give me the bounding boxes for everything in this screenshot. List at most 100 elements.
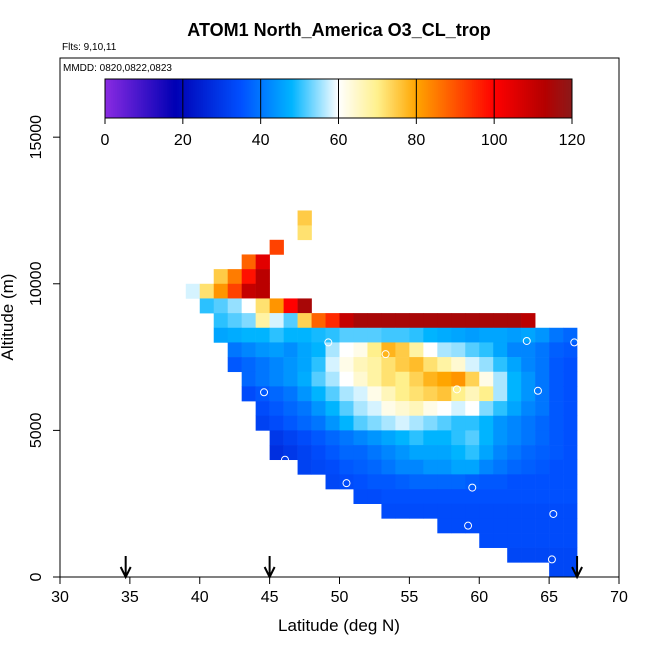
heatmap-cell	[353, 386, 368, 402]
heatmap-cell	[269, 430, 284, 446]
colorbar-swatch	[436, 79, 439, 118]
heatmap-cell	[549, 401, 564, 417]
heatmap-cell	[381, 445, 396, 461]
colorbar-swatch	[150, 79, 154, 118]
colorbar-swatch	[128, 79, 132, 118]
colorbar-swatch	[396, 79, 399, 118]
heatmap-cell	[395, 503, 410, 519]
colorbar-swatch	[214, 79, 218, 118]
colorbar-swatch	[362, 79, 365, 118]
colorbar-swatch	[462, 79, 465, 118]
heatmap-cell	[353, 445, 368, 461]
heatmap-cell	[423, 386, 438, 402]
colorbar-swatch	[174, 79, 178, 118]
colorbar-swatch	[406, 79, 409, 118]
colorbar-swatch	[460, 79, 463, 118]
colorbar-swatch	[130, 79, 134, 118]
colorbar-swatch	[124, 79, 128, 118]
heatmap-cell	[493, 327, 508, 343]
heatmap-cell	[227, 269, 242, 285]
heatmap-cell	[563, 342, 578, 358]
y-axis: 0 5000 10000 15000	[28, 115, 60, 581]
heatmap-cell	[395, 327, 410, 343]
heatmap-cell	[395, 313, 410, 329]
colorbar-swatch	[426, 79, 429, 118]
heatmap-cell	[549, 459, 564, 475]
heatmap-cell	[339, 430, 354, 446]
colorbar-swatch	[504, 79, 507, 118]
heatmap-cell	[255, 298, 270, 314]
colorbar-swatch	[458, 79, 461, 118]
colorbar-swatch	[490, 79, 493, 118]
observation-point	[324, 338, 333, 347]
colorbar-swatch	[454, 79, 457, 118]
heatmap-cell	[283, 386, 298, 402]
heatmap-cell	[423, 371, 438, 387]
heatmap-cell	[451, 357, 466, 373]
heatmap-cell	[353, 327, 368, 343]
heatmap-cell	[423, 327, 438, 343]
heatmap-cell	[535, 415, 550, 431]
x-axis-label: Latitude (deg N)	[278, 616, 400, 635]
colorbar-swatch	[252, 79, 256, 118]
heatmap-cell	[479, 503, 494, 519]
heatmap-cell	[465, 401, 480, 417]
heatmap-cell	[395, 386, 410, 402]
colorbar-swatch	[152, 79, 156, 118]
observation-point	[533, 386, 542, 395]
heatmap-cell	[437, 342, 452, 358]
colorbar-swatch	[512, 79, 515, 118]
heatmap-cell	[465, 445, 480, 461]
heatmap-cell	[227, 313, 242, 329]
colorbar-swatch	[242, 79, 246, 118]
observation-point	[522, 336, 531, 345]
heatmap-cell	[395, 489, 410, 504]
heatmap-cell	[423, 430, 438, 446]
heatmap-cell	[521, 401, 536, 417]
colorbar-swatch	[234, 79, 238, 118]
colorbar-swatch	[546, 79, 549, 118]
heatmap-cell	[535, 401, 550, 417]
heatmap-cell	[311, 386, 326, 402]
colorbar-swatch	[388, 79, 391, 118]
heatmap-cell	[465, 327, 480, 343]
colorbar-swatch	[364, 79, 367, 118]
colorbar-swatch	[312, 79, 315, 118]
colorbar-swatch	[218, 79, 222, 118]
heatmap-cell	[409, 430, 424, 446]
colorbar-swatch	[226, 79, 230, 118]
colorbar-swatch	[516, 79, 519, 118]
heatmap-cell	[353, 430, 368, 446]
colorbar-swatch	[136, 79, 140, 118]
heatmap-cell	[325, 357, 340, 373]
heatmap-cell	[437, 415, 452, 431]
heatmap-cell	[213, 327, 228, 343]
colorbar-swatch	[304, 79, 307, 118]
heatmap-cell	[381, 357, 396, 373]
heatmap-cell	[311, 415, 326, 431]
colorbar-swatch	[224, 79, 228, 118]
heatmap-cell	[255, 342, 270, 358]
colorbar-swatch	[296, 79, 299, 118]
heatmap-cell	[479, 445, 494, 461]
heatmap-cell	[493, 401, 508, 417]
colorbar-tick-label: 60	[330, 132, 348, 149]
heatmap-cell	[437, 430, 452, 446]
heatmap-cell	[437, 371, 452, 387]
heatmap-cell	[381, 327, 396, 343]
colorbar-swatch	[258, 79, 262, 118]
heatmap-cell	[269, 401, 284, 417]
heatmap-cell	[255, 401, 270, 417]
heatmap-cell	[549, 430, 564, 446]
observation-point	[468, 483, 477, 492]
heatmap-cell	[311, 459, 326, 475]
colorbar-swatch	[284, 79, 288, 118]
heatmap-cell	[521, 547, 536, 563]
colorbar-swatch	[246, 79, 250, 118]
observation-point	[547, 555, 556, 564]
colorbar-swatch	[192, 79, 196, 118]
heatmap-cell	[437, 401, 452, 417]
heatmap-cells	[185, 210, 578, 578]
colorbar-swatch	[114, 79, 118, 118]
